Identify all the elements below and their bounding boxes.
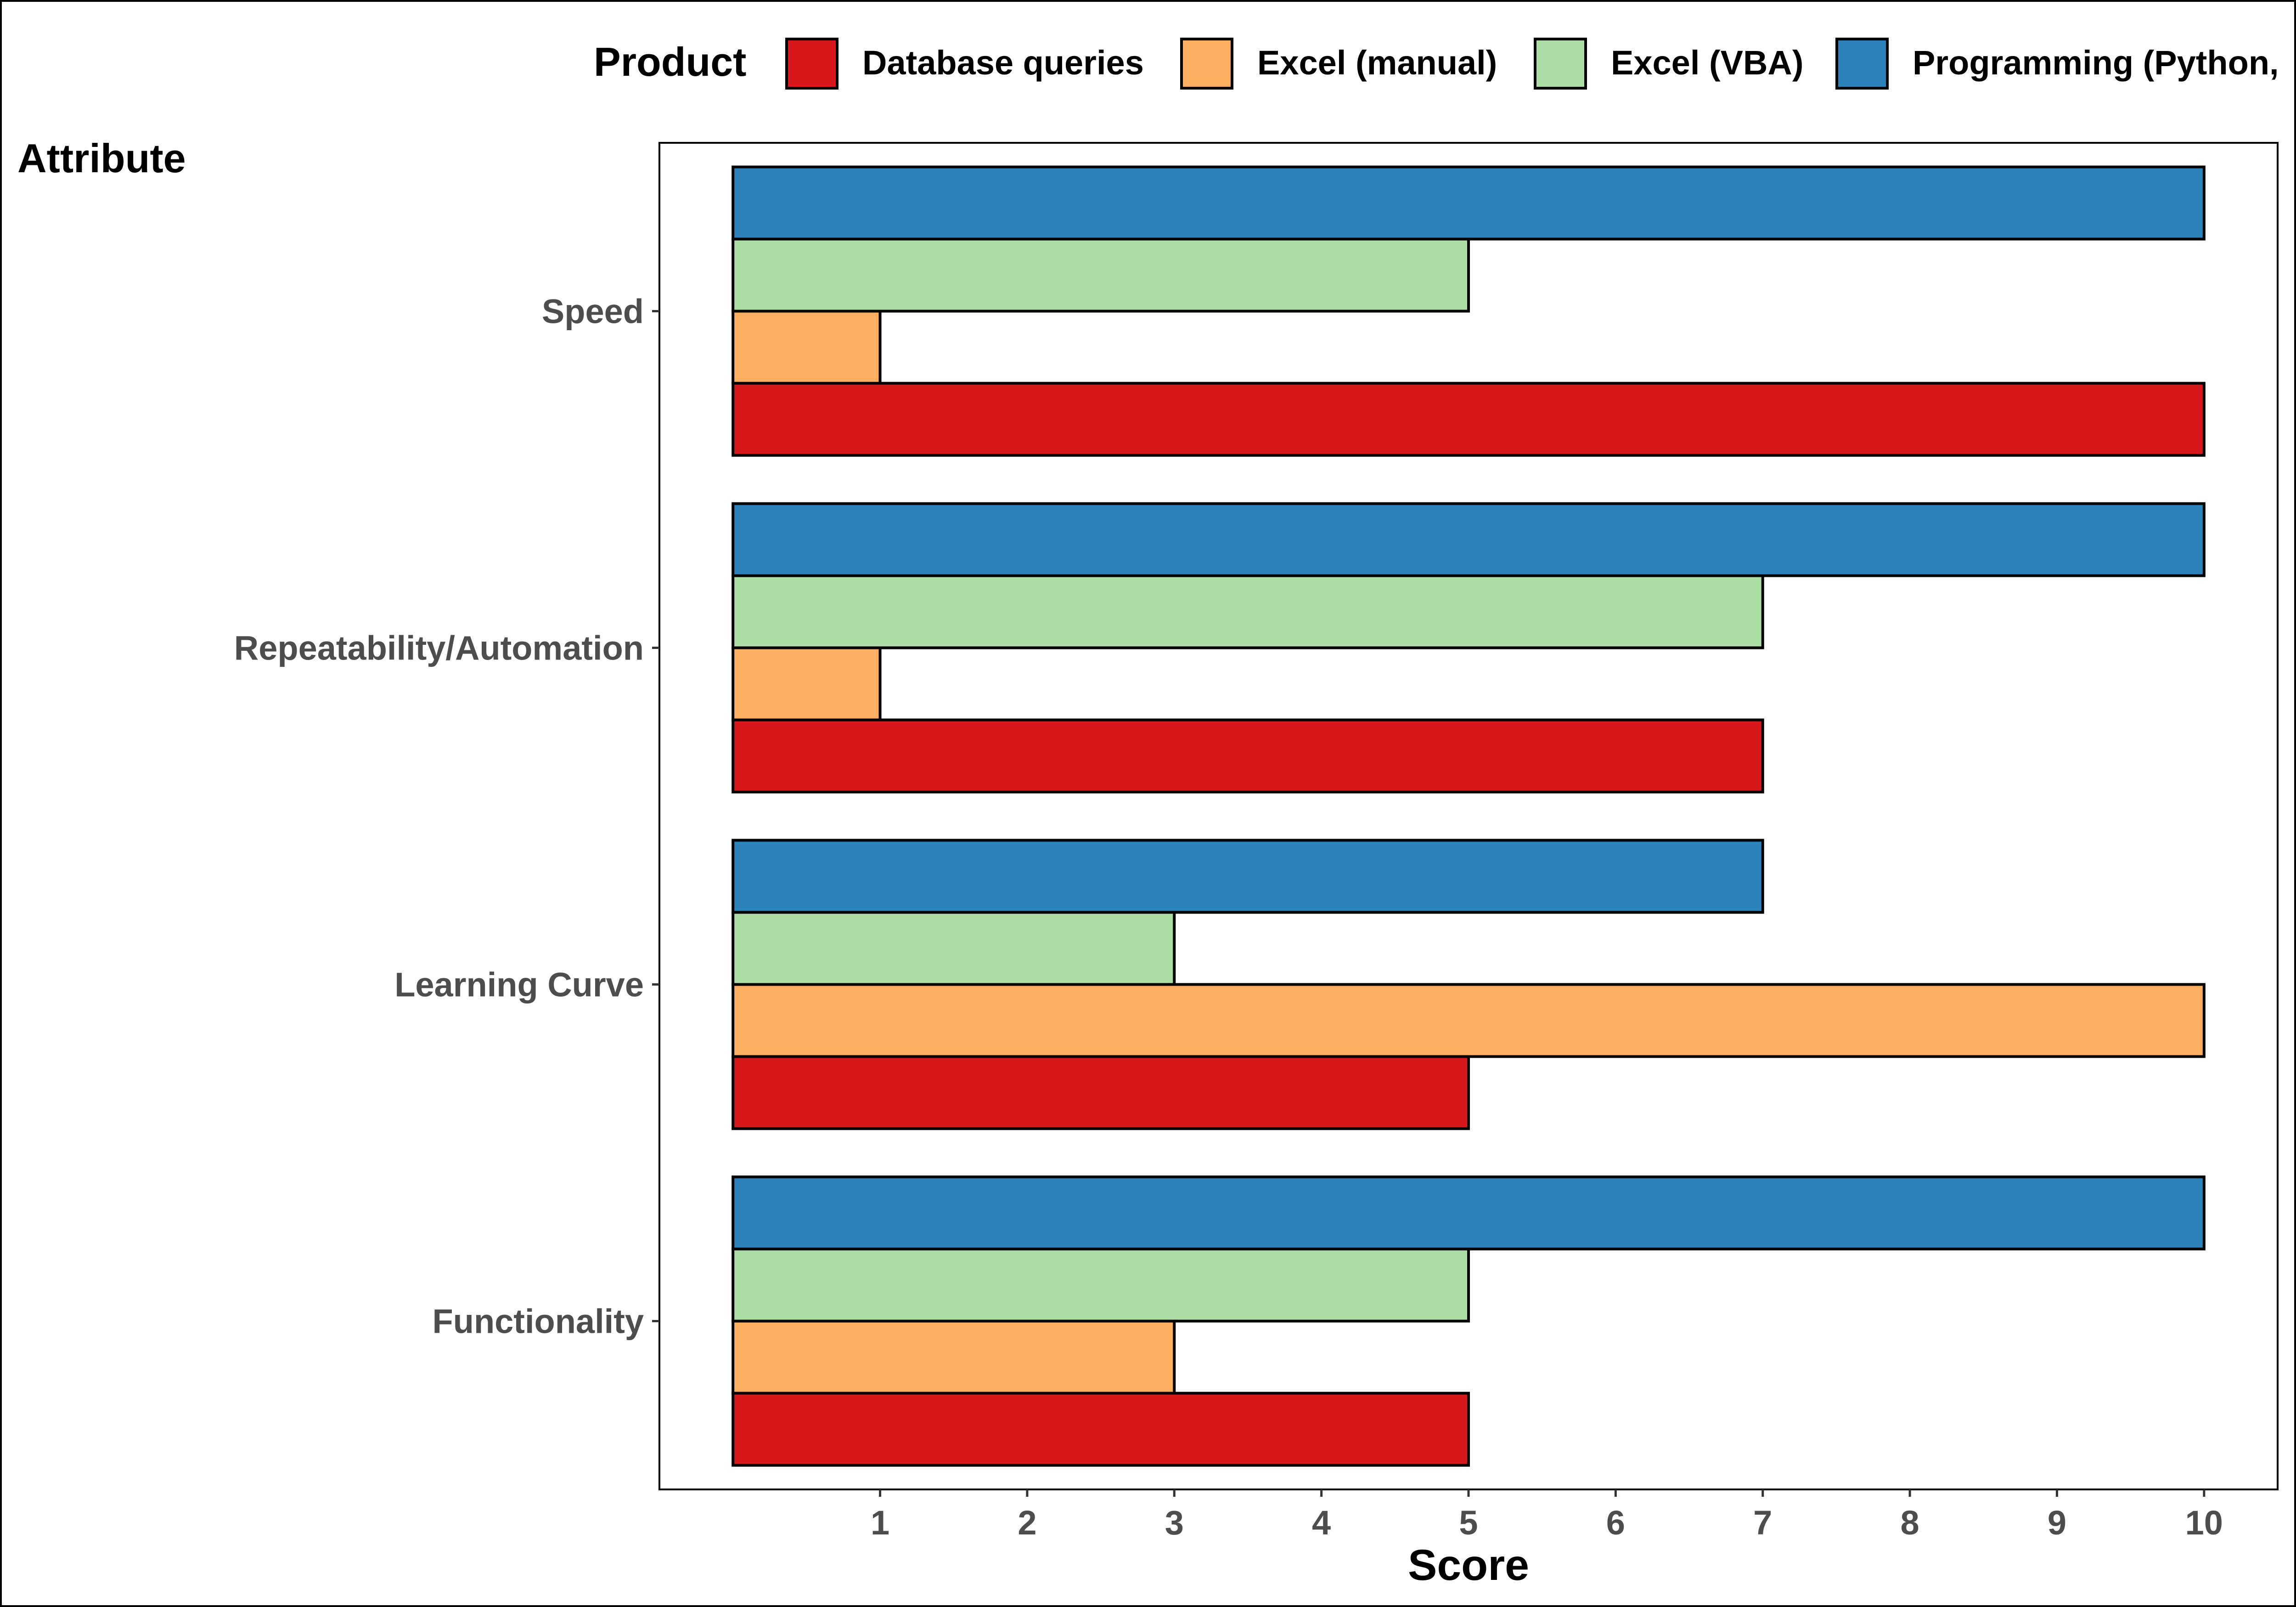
bar-functionality-4 (732, 1175, 2206, 1251)
bar-speed-3 (732, 237, 1470, 313)
bar-speed-2 (732, 310, 882, 385)
x-tick-label: 5 (1459, 1504, 1478, 1542)
x-tick-label: 2 (1018, 1504, 1036, 1542)
bar-repeatability-automation-4 (732, 502, 2206, 577)
bar-functionality-1 (732, 1392, 1470, 1467)
legend-items: Database queries Excel (manual) Excel (VBA… (785, 38, 2279, 90)
y-axis-title: Attribute (17, 135, 186, 181)
y-tick-label: Repeatability/Automation (234, 629, 644, 667)
bar-learning-curve-2 (732, 983, 2206, 1058)
bar-learning-curve-3 (732, 911, 1176, 986)
bar-learning-curve-1 (732, 1055, 1470, 1130)
legend-title: Product (594, 39, 746, 85)
y-tick-label: Speed (542, 293, 644, 331)
legend: Product Database queries Excel (manual) Ex… (594, 38, 2279, 90)
legend-label: Programming (Python, (1913, 44, 2279, 82)
x-tick-label: 1 (871, 1504, 889, 1542)
x-tick-label: 6 (1606, 1504, 1625, 1542)
bar-repeatability-automation-2 (732, 646, 882, 722)
y-tick-label: Learning Curve (394, 966, 644, 1004)
bar-functionality-2 (732, 1319, 1176, 1395)
x-tick-label: 8 (1901, 1504, 1919, 1542)
legend-key (1180, 38, 1233, 90)
y-tick-label: Functionality (433, 1303, 644, 1341)
bars (732, 165, 2206, 1467)
bar-speed-1 (732, 382, 2206, 457)
x-axis-title: Score (1408, 1541, 1529, 1590)
x-tick-label: 3 (1165, 1504, 1184, 1542)
x-axis: 1 2 3 4 5 6 7 8 9 10 (871, 1489, 2223, 1542)
x-tick-label: 9 (2048, 1504, 2066, 1542)
legend-label: Database queries (862, 44, 1144, 82)
bar-speed-4 (732, 165, 2206, 241)
bar-repeatability-automation-3 (732, 574, 1764, 649)
bar-functionality-3 (732, 1247, 1470, 1323)
legend-key (785, 38, 838, 90)
bar-repeatability-automation-1 (732, 718, 1764, 794)
x-tick-label: 10 (2185, 1504, 2223, 1542)
y-axis: Functionality Learning Curve Repeatability… (234, 293, 659, 1341)
legend-key (1835, 38, 1889, 90)
bar-learning-curve-4 (732, 839, 1764, 914)
x-tick-label: 7 (1753, 1504, 1772, 1542)
legend-label: Excel (VBA) (1611, 44, 1803, 82)
x-tick-label: 4 (1312, 1504, 1331, 1542)
legend-key (1534, 38, 1587, 90)
legend-label: Excel (manual) (1257, 44, 1497, 82)
